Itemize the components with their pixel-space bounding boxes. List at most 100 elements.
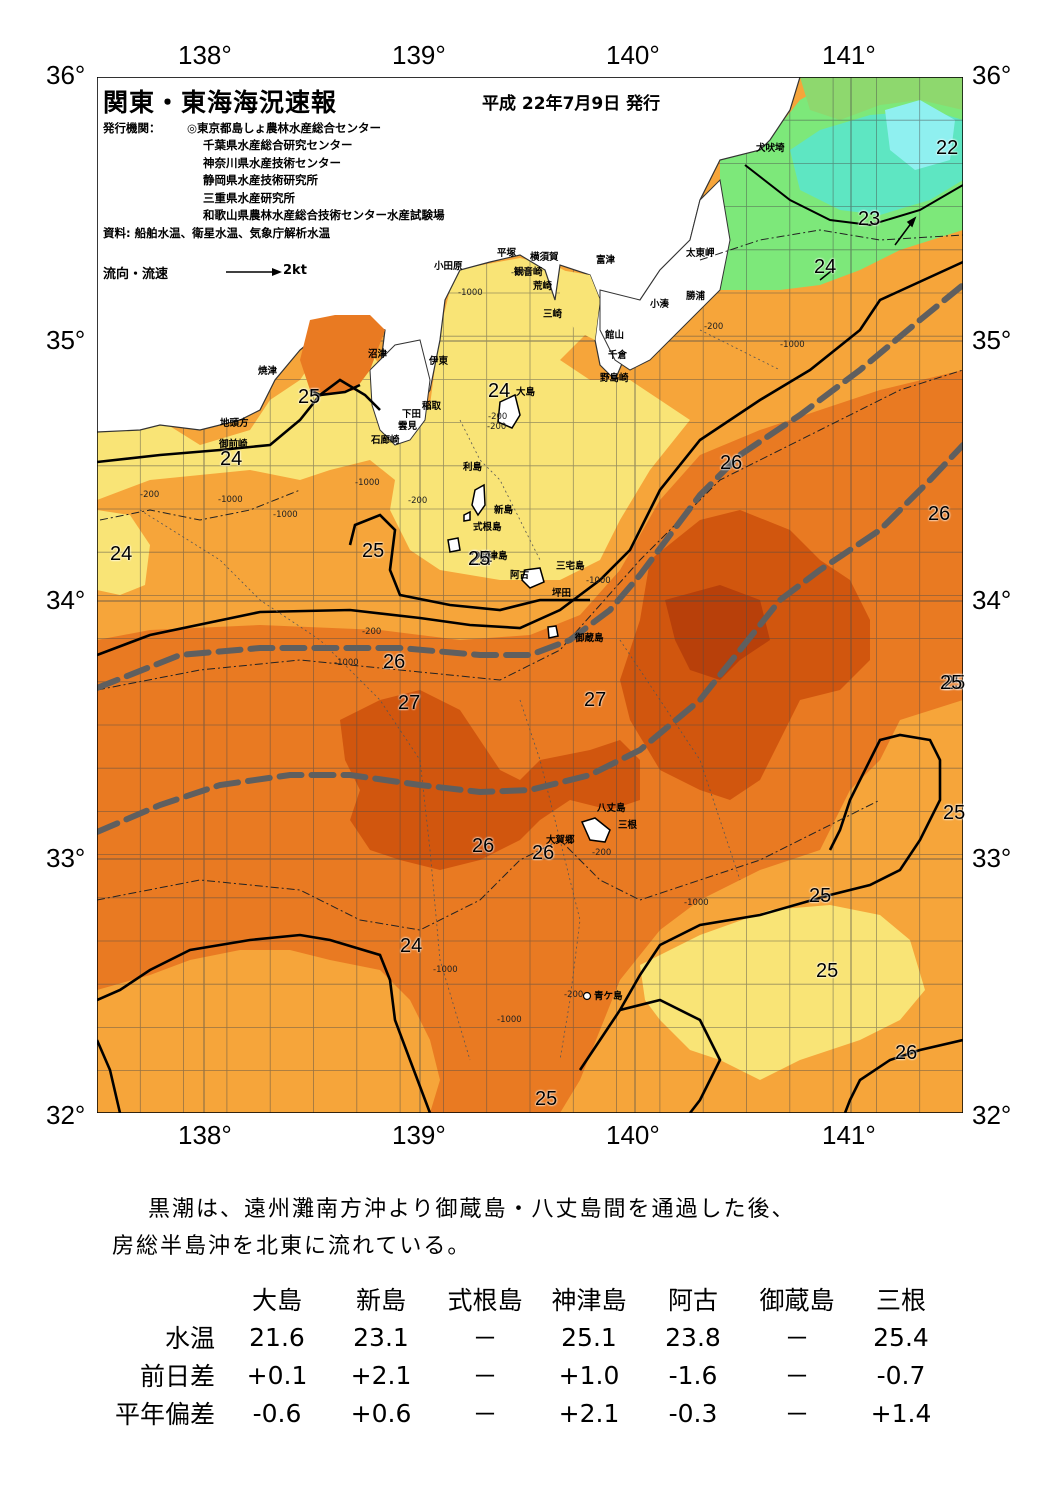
table-col-header: 阿古 xyxy=(667,1286,718,1315)
place-label: 勝浦 xyxy=(686,291,706,302)
place-label: 新島 xyxy=(494,505,514,516)
data-sources: 資料: 船舶水温、衛星水温、気象庁解析水温 xyxy=(103,226,331,240)
place-label: 荒崎 xyxy=(533,281,553,292)
table-col-header: 神津島 xyxy=(551,1286,627,1315)
isotherm-label: 25 xyxy=(940,672,963,694)
isotherm-label: 26 xyxy=(472,835,495,857)
bay-tokyo xyxy=(560,270,600,340)
depth-label: -200 xyxy=(564,990,584,1000)
bathymetry-contours xyxy=(139,329,781,1061)
isotherm-label: 26 xyxy=(383,651,406,673)
table-cell: -0.3 xyxy=(668,1398,718,1428)
place-label: 三崎 xyxy=(543,309,563,320)
lat-label-right-34: 34° xyxy=(972,585,1012,615)
place-label: 大賀郷 xyxy=(546,835,575,846)
place-label: 横須賀 xyxy=(530,252,559,263)
place-label: 式根島 xyxy=(473,522,502,533)
place-label: 御前崎 xyxy=(219,439,248,450)
place-label: 地頭方 xyxy=(220,418,249,429)
depth-label: -1000 xyxy=(218,495,243,505)
lon-label-top-138: 138° xyxy=(178,40,232,70)
isotherm-label: 25 xyxy=(535,1088,558,1110)
table-cell: +1.0 xyxy=(558,1360,620,1390)
flow-arrows xyxy=(819,216,917,281)
zone-28-core xyxy=(665,585,770,680)
place-label: 伊東 xyxy=(429,356,449,367)
publisher-label: 発行機関： xyxy=(103,121,161,135)
publisher-1: ◎東京都島しょ農林水産総合センター xyxy=(187,121,382,135)
place-label: 千倉 xyxy=(608,350,628,361)
zone-27-west xyxy=(340,690,640,870)
lon-label-top-140: 140° xyxy=(606,40,660,70)
place-label: 三宅島 xyxy=(556,561,585,572)
isotherm-label: 27 xyxy=(584,689,607,711)
island-mikurajima xyxy=(547,625,559,639)
isotherm-label: 24 xyxy=(400,935,423,957)
isotherm-label: 24 xyxy=(110,543,133,565)
depth-label: -1000 xyxy=(273,510,298,520)
isotherm-25-west xyxy=(309,383,361,397)
depth-label: -200 xyxy=(408,496,428,506)
depth-label: -1000 xyxy=(334,658,359,668)
depth-label: -1000 xyxy=(497,1015,522,1025)
isotherm-label: 24 xyxy=(470,548,493,570)
depth-label: -200 xyxy=(704,322,724,332)
table-cell: 21.6 xyxy=(249,1322,305,1352)
place-label: 八丈島 xyxy=(597,803,626,814)
table-row-label: 水温 xyxy=(164,1324,215,1353)
table-cell: 25.4 xyxy=(873,1322,929,1352)
isotherm-25-east xyxy=(578,733,963,1113)
summary-line-1: 黒潮は、遠州灘南方沖より御蔵島・八丈島間を通過した後、 xyxy=(148,1197,796,1222)
depth-label: -200 xyxy=(362,627,382,637)
table-cell: － xyxy=(784,1362,810,1391)
depth-label: -1000 xyxy=(355,478,380,488)
place-label: 坪田 xyxy=(552,588,572,599)
depth-label: -1000 xyxy=(458,288,483,298)
table-header-row: 大島 新島 式根島 神津島 阿古 御蔵島 三根 xyxy=(85,1280,953,1318)
lon-label-bottom-140: 140° xyxy=(606,1120,660,1150)
lon-label-top-141: 141° xyxy=(822,40,876,70)
place-label: 雲見 xyxy=(398,421,418,432)
lat-label-right-36: 36° xyxy=(972,60,1012,90)
table-cell: － xyxy=(472,1324,498,1353)
summary-line-2: 房総半島沖を北東に流れている。 xyxy=(112,1234,472,1259)
island-oshima xyxy=(497,393,521,429)
place-label: 阿古 xyxy=(510,570,530,581)
isotherm-label: 25 xyxy=(809,885,832,907)
table-cell: － xyxy=(472,1362,498,1391)
flow-legend-label: 流向・流速 xyxy=(103,267,169,282)
table-cell: +2.1 xyxy=(558,1398,620,1428)
isotherm-label: 25 xyxy=(362,540,385,562)
lat-label-left-32: 32° xyxy=(46,1100,86,1130)
land-izu xyxy=(369,339,431,446)
place-label: 平塚 xyxy=(497,248,517,259)
publisher-2: 千葉県水産総合研究センター xyxy=(203,138,353,152)
table-col-header: 御蔵島 xyxy=(759,1286,835,1315)
table-cell: － xyxy=(472,1400,498,1429)
place-label: 神津島 xyxy=(479,551,508,562)
table-cell: -0.7 xyxy=(876,1360,926,1390)
isotherm-25-loop xyxy=(348,513,590,612)
place-label: 沼津 xyxy=(368,349,388,360)
isotherm-label: 24 xyxy=(488,380,511,402)
island-miyakejima xyxy=(521,567,545,589)
lat-label-right-35: 35° xyxy=(972,325,1012,355)
table-row-label: 平年偏差 xyxy=(114,1400,215,1429)
table-row-label: 前日差 xyxy=(139,1362,215,1391)
table-cell: +0.6 xyxy=(350,1398,412,1428)
table-col-header: 大島 xyxy=(251,1286,302,1315)
isotherm-24-north xyxy=(97,378,381,464)
place-label: 野島崎 xyxy=(600,373,629,384)
publisher-5: 三重県水産研究所 xyxy=(203,191,295,205)
place-label: 小湊 xyxy=(650,299,670,310)
island-shikinejima xyxy=(463,510,471,522)
table-row: 平年偏差 -0.6 +0.6 － +2.1 -0.3 － +1.4 xyxy=(85,1394,953,1432)
table-cell: － xyxy=(784,1400,810,1429)
table-row: 水温 21.6 23.1 － 25.1 23.8 － 25.4 xyxy=(85,1318,953,1356)
lon-label-top-139: 139° xyxy=(392,40,446,70)
lon-label-bottom-139: 139° xyxy=(392,1120,446,1150)
lon-label-bottom-141: 141° xyxy=(822,1120,876,1150)
place-label: 下田 xyxy=(402,409,422,420)
table-col-header: 式根島 xyxy=(447,1286,523,1315)
island-aogashima xyxy=(582,991,592,1001)
